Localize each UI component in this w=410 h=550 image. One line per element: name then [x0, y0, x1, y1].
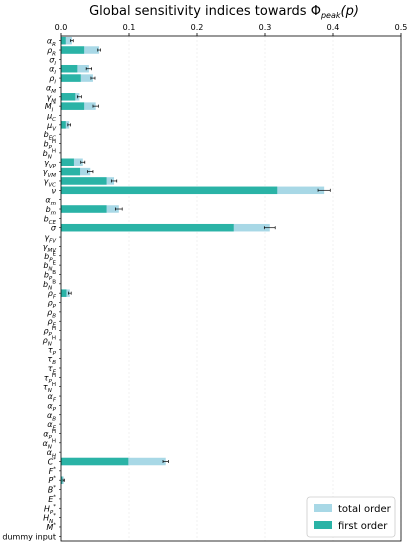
category-label: αH — [47, 448, 56, 460]
chart-title: Global sensitivity indices towards Φpeak… — [89, 4, 359, 20]
category-label: αI — [49, 65, 56, 77]
category-label: σI — [49, 55, 56, 67]
category-label: dummy input — [2, 532, 56, 541]
category-label: σ — [51, 224, 57, 233]
category-label: αB — [47, 411, 56, 423]
bar-first-order — [61, 74, 81, 82]
category-label: ρNH — [43, 335, 56, 347]
category-label: γVP — [44, 158, 56, 170]
category-label: αF — [48, 392, 57, 404]
category-label: ρE — [47, 317, 56, 329]
category-label: ρF — [48, 289, 57, 301]
bar-first-order — [61, 46, 85, 54]
category-label: bPB — [44, 270, 56, 282]
legend-swatch — [314, 504, 332, 512]
category-label: C* — [48, 457, 57, 467]
category-label: F* — [49, 466, 57, 476]
legend-label: first order — [338, 521, 388, 532]
category-label: αP — [47, 401, 56, 413]
x-tick-label: 0.3 — [259, 23, 272, 32]
bar-first-order — [61, 205, 107, 213]
category-label: bNE — [43, 261, 56, 273]
bar-layer — [61, 36, 331, 484]
category-label: HP* — [44, 504, 56, 516]
category-label: MI* — [45, 102, 57, 114]
bar-first-order — [61, 158, 74, 166]
bar-first-order — [61, 186, 278, 195]
category-label: bEC — [44, 130, 57, 142]
category-label: bPH — [43, 139, 56, 151]
bar-first-order — [61, 64, 78, 73]
bar-first-order — [61, 177, 107, 185]
category-label: τP — [48, 345, 57, 357]
category-label: μV — [46, 121, 57, 133]
category-label: αNH — [42, 438, 56, 450]
category-label: P* — [48, 476, 56, 486]
category-label: γFV — [44, 233, 57, 245]
bar-first-order — [61, 223, 234, 232]
bar-first-order — [61, 457, 129, 466]
category-label: bPE — [44, 251, 56, 263]
category-label: αM — [46, 83, 56, 95]
bar-first-order — [61, 289, 67, 297]
x-tick-label: 0.0 — [55, 23, 68, 32]
legend-swatch — [314, 521, 332, 529]
bar-first-order — [61, 167, 81, 176]
category-label: αPH — [43, 429, 56, 441]
category-label: ν — [52, 186, 57, 195]
x-tick-label: 0.4 — [327, 23, 340, 32]
bar-first-order — [61, 102, 85, 110]
x-tick-label: 0.5 — [395, 23, 408, 32]
category-label: ρPH — [43, 326, 56, 338]
category-label: bNH — [43, 148, 56, 160]
legend: total order first order — [306, 496, 396, 538]
x-tick-label: 0.2 — [191, 23, 204, 32]
bar-first-order — [61, 476, 63, 484]
category-label: γM — [47, 93, 57, 105]
category-label: B* — [48, 485, 57, 495]
category-label: γVC — [44, 177, 56, 189]
category-label: ρP — [48, 299, 57, 311]
bar-first-order — [61, 121, 66, 129]
category-label: αm — [45, 196, 56, 208]
category-label: ρB — [47, 308, 56, 320]
category-labels: αRρRσIαIρIαMγMMI*μCμVbECbPHbNHγVPγVMγVCν… — [2, 37, 61, 541]
legend-label: total order — [338, 504, 392, 515]
x-tick-label: 0.1 — [123, 23, 136, 32]
category-label: αE — [47, 420, 56, 432]
plot-frame — [60, 35, 402, 542]
category-label: τNH — [43, 382, 56, 394]
category-label: τPH — [44, 373, 56, 385]
category-label: ρR — [47, 46, 56, 58]
category-label: γMV — [43, 242, 57, 254]
category-label: HN* — [43, 513, 56, 525]
category-label: bNB — [43, 279, 56, 291]
category-label: E* — [48, 494, 56, 504]
category-label: αR — [47, 37, 56, 49]
category-label: γVM — [43, 168, 56, 180]
category-label: μC — [46, 111, 56, 123]
x-axis-ticks: 0.0 0.1 0.2 0.3 0.4 0.5 — [55, 23, 408, 36]
category-label: τB — [47, 355, 56, 367]
category-label: ρI — [49, 74, 56, 86]
bar-first-order — [61, 93, 76, 101]
category-label: bm — [46, 205, 56, 217]
category-label: M* — [46, 522, 56, 532]
bar-total-order — [61, 36, 72, 45]
category-label: τE — [48, 364, 57, 376]
category-label: bCE — [44, 214, 57, 226]
bar-first-order — [61, 36, 66, 45]
